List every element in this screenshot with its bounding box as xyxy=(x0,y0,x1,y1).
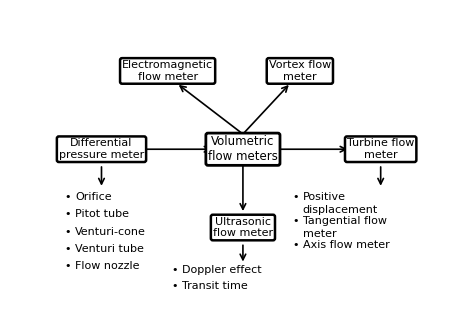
Text: Venturi tube: Venturi tube xyxy=(75,244,144,254)
Text: Orifice: Orifice xyxy=(75,192,112,202)
Text: •: • xyxy=(171,280,178,291)
Text: Ultrasonic
flow meter: Ultrasonic flow meter xyxy=(213,217,273,238)
Text: Doppler effect: Doppler effect xyxy=(182,265,261,276)
Text: Venturi-cone: Venturi-cone xyxy=(75,227,146,236)
Text: Flow nozzle: Flow nozzle xyxy=(75,261,139,271)
Text: •: • xyxy=(65,244,71,254)
Text: Transit time: Transit time xyxy=(182,280,247,291)
Text: displacement: displacement xyxy=(303,205,378,215)
Text: •: • xyxy=(171,265,178,276)
Text: Turbine flow
meter: Turbine flow meter xyxy=(347,138,414,160)
Text: •: • xyxy=(65,261,71,271)
Text: Positive: Positive xyxy=(303,192,346,202)
Text: Vortex flow
meter: Vortex flow meter xyxy=(269,60,331,82)
Text: Differential
pressure meter: Differential pressure meter xyxy=(59,138,144,160)
Text: •: • xyxy=(292,192,299,202)
Text: Pitot tube: Pitot tube xyxy=(75,209,129,219)
Text: •: • xyxy=(65,227,71,236)
Text: •: • xyxy=(65,192,71,202)
Text: Electromagnetic
flow meter: Electromagnetic flow meter xyxy=(122,60,213,82)
Text: •: • xyxy=(292,240,299,250)
Text: •: • xyxy=(65,209,71,219)
Text: meter: meter xyxy=(303,229,337,239)
Text: •: • xyxy=(292,216,299,226)
Text: Volumetric
flow meters: Volumetric flow meters xyxy=(208,135,278,163)
Text: Tangential flow: Tangential flow xyxy=(303,216,387,226)
Text: Axis flow meter: Axis flow meter xyxy=(303,240,390,250)
